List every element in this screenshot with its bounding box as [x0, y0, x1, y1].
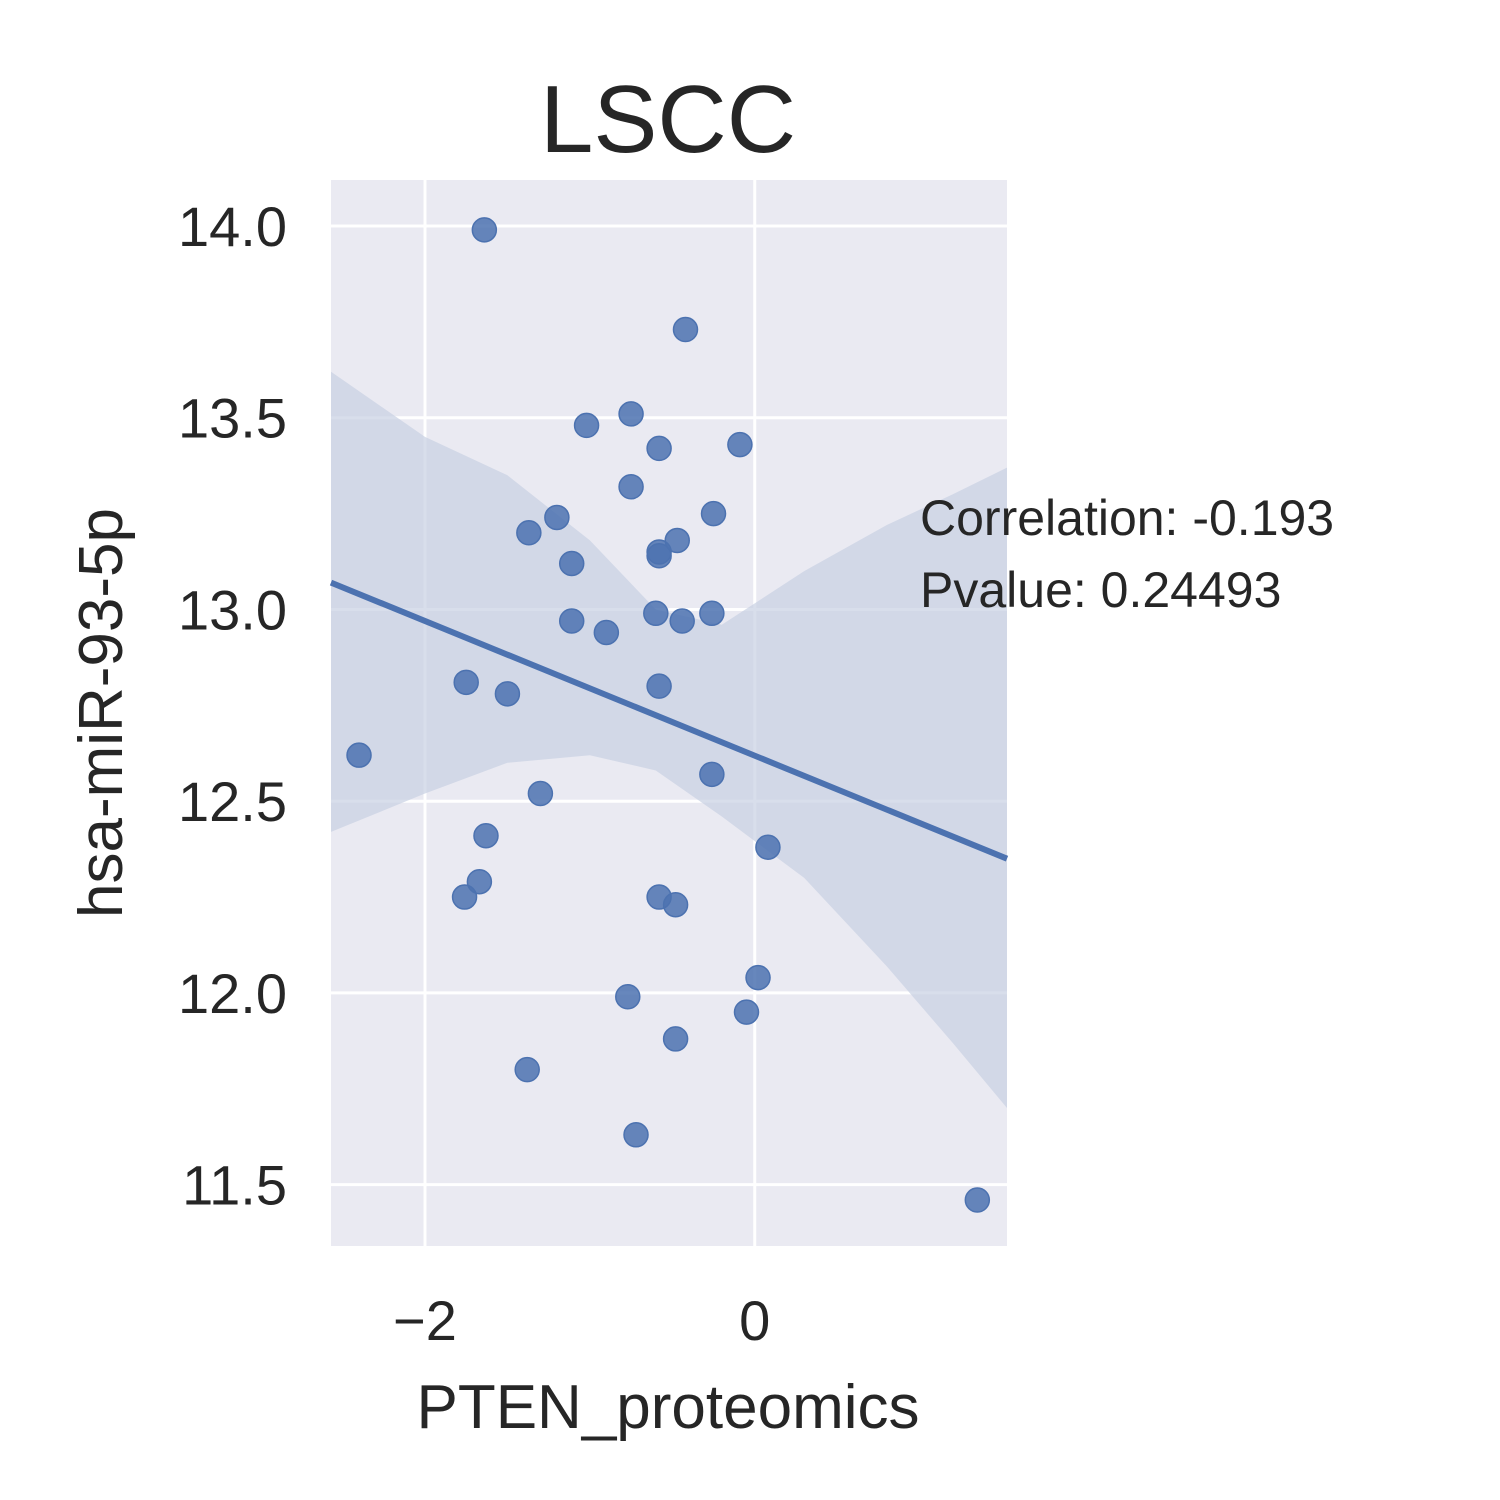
regression-line — [329, 579, 1009, 862]
scatter-point — [618, 401, 644, 427]
x-tick-labels: −2 0 — [393, 1289, 770, 1352]
scatter-point — [646, 543, 672, 569]
scatter-point — [755, 834, 781, 860]
scatter-point — [745, 964, 771, 991]
scatter-point — [646, 673, 672, 699]
scatter-point — [964, 1187, 991, 1213]
scatter-point — [700, 500, 727, 527]
scatter-point — [451, 884, 478, 910]
scatter-point — [699, 761, 725, 788]
y-tick-label: 13.0 — [178, 578, 287, 641]
scatter-point — [453, 669, 479, 696]
scatter-point — [662, 891, 689, 918]
scatter-point — [527, 780, 554, 807]
scatter-point — [466, 868, 493, 895]
y-tick-label: 12.5 — [178, 770, 287, 833]
scatter-point — [615, 984, 641, 1010]
scatter-point — [623, 1122, 649, 1148]
pvalue-annotation: Pvalue: 0.24493 — [920, 562, 1281, 618]
scatter-point — [664, 527, 690, 554]
y-axis-label: hsa-miR-93-5p — [67, 508, 136, 918]
scatter-point — [558, 550, 585, 577]
chart-title: LSCC — [540, 66, 796, 173]
scatter-point — [646, 435, 672, 462]
x-tick-label: 0 — [739, 1289, 770, 1352]
scatter-point — [346, 742, 372, 768]
scatter-point — [727, 431, 753, 458]
y-tick-label: 13.5 — [178, 387, 287, 450]
scatter-point — [558, 608, 585, 634]
scatter-point — [514, 1056, 540, 1083]
scatter-point — [516, 520, 542, 546]
x-tick-label: −2 — [393, 1289, 457, 1352]
scatter-points — [346, 217, 991, 1213]
y-tick-label: 14.0 — [178, 195, 287, 258]
scatter-point — [573, 412, 600, 439]
y-tick-labels: 11.5 12.0 12.5 13.0 13.5 14.0 — [178, 195, 287, 1217]
scatter-point — [471, 217, 498, 243]
scatter-point — [494, 681, 521, 707]
y-tick-label: 12.0 — [178, 962, 287, 1025]
confidence-band — [331, 371, 1007, 1108]
correlation-annotation: Correlation: -0.193 — [920, 490, 1334, 546]
scatter-point — [699, 600, 725, 627]
scatter-point — [544, 504, 570, 531]
scatter-point — [669, 608, 695, 634]
scatter-point — [593, 619, 620, 646]
scatter-point — [473, 822, 499, 849]
scatter-point — [618, 474, 644, 500]
y-tick-label: 11.5 — [182, 1154, 287, 1217]
x-axis-label: PTEN_proteomics — [416, 1373, 919, 1442]
scatter-point — [643, 600, 669, 627]
scatter-point — [672, 316, 699, 343]
scatter-point — [662, 1026, 689, 1052]
scatter-point — [733, 999, 760, 1025]
